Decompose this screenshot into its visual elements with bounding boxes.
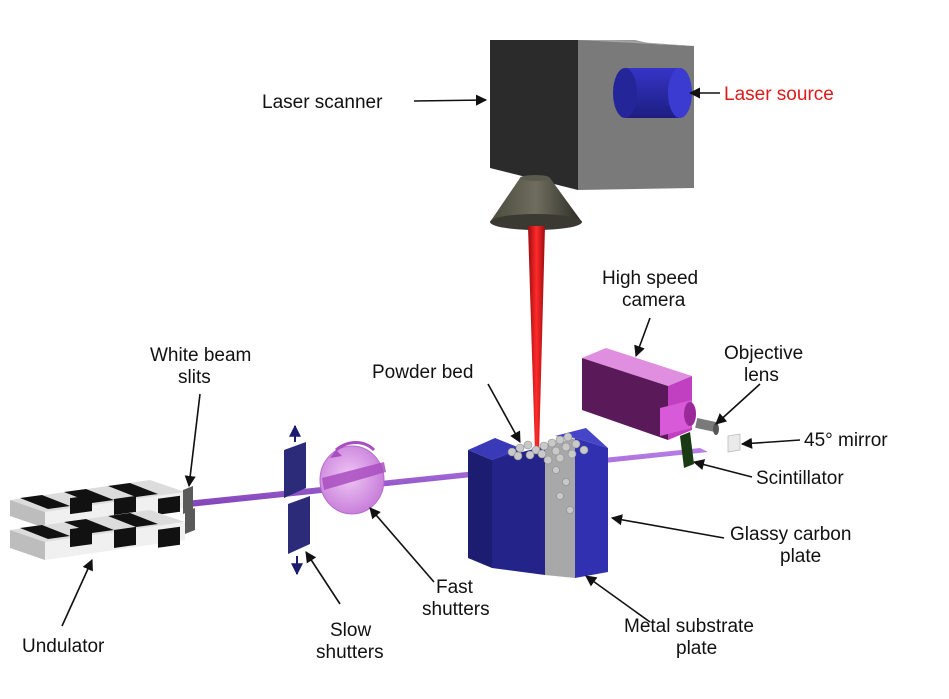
objective-lens (695, 418, 719, 435)
label-fast-shutters-line1: Fast (436, 577, 474, 598)
sample-cell (468, 428, 608, 578)
label-metal-substrate-line2: plate (676, 638, 717, 659)
laser-beam (528, 226, 545, 452)
laser-source-cylinder (613, 68, 692, 118)
slow-shutters (284, 424, 310, 576)
label-glassy-carbon-line1: Glassy carbon (730, 524, 851, 545)
laser-scanner-front-face (490, 40, 578, 190)
white-beam-slits (183, 486, 195, 534)
high-speed-camera (582, 348, 741, 468)
fast-shutters-wheel (319, 441, 386, 515)
label-powder-bed: Powder bed (372, 362, 473, 383)
focusing-cone (490, 175, 582, 230)
label-objective-lens-line2: lens (744, 365, 779, 386)
label-laser-scanner: Laser scanner (262, 92, 383, 113)
label-fast-shutters-line2: shutters (422, 599, 490, 620)
label-arrows (61, 87, 801, 627)
label-slow-shutters-line1: Slow (330, 620, 371, 641)
labels: Laser scanner Laser source High speed ca… (22, 84, 888, 663)
scintillator (680, 432, 694, 468)
label-high-speed-camera-line2: camera (622, 290, 686, 311)
label-scintillator: Scintillator (756, 468, 844, 489)
label-metal-substrate-line1: Metal substrate (624, 616, 754, 637)
label-undulator: Undulator (22, 636, 105, 657)
label-glassy-carbon-line2: plate (780, 546, 821, 567)
label-slow-shutters-line2: shutters (316, 642, 384, 663)
label-white-beam-slits-line2: slits (178, 367, 211, 388)
label-laser-source: Laser source (724, 84, 834, 105)
label-45-mirror: 45° mirror (804, 430, 888, 451)
45-mirror (727, 433, 741, 453)
undulator (10, 480, 185, 560)
label-objective-lens-line1: Objective (724, 343, 803, 364)
label-white-beam-slits-line1: White beam (150, 345, 251, 366)
label-high-speed-camera-line1: High speed (602, 268, 698, 289)
